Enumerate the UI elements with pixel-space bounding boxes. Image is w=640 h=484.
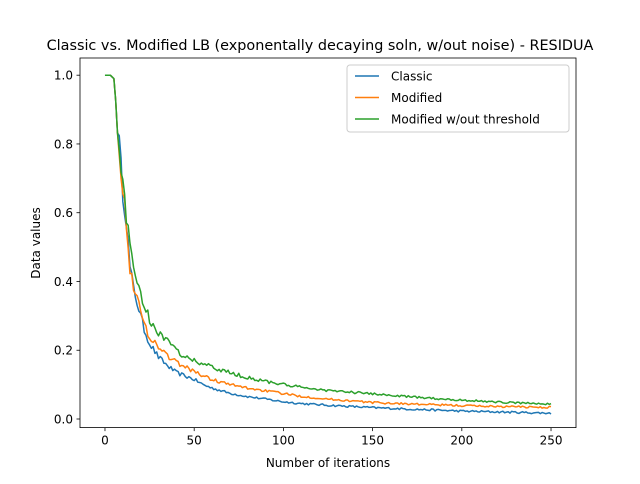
legend-label: Classic — [391, 69, 433, 83]
series-line — [104, 74, 552, 415]
x-tick-label: 50 — [187, 434, 202, 448]
legend: Classic Modified Modified w/out threshold — [346, 64, 570, 133]
y-tick-label: 0.2 — [54, 344, 73, 358]
y-tick-label: 1.0 — [54, 68, 73, 82]
y-tick-label: 0.8 — [54, 137, 73, 151]
y-axis: 0.0 0.2 0.4 0.6 0.8 1.0 — [54, 68, 80, 426]
chart-title: Classic vs. Modified LB (exponentally de… — [47, 38, 594, 54]
legend-label: Modified — [391, 91, 442, 105]
x-tick-label: 150 — [361, 434, 384, 448]
x-tick-label: 0 — [101, 434, 109, 448]
axes-frame — [79, 57, 577, 429]
plot-lines — [104, 74, 552, 415]
series-line — [104, 74, 552, 406]
y-tick-label: 0.6 — [54, 206, 73, 220]
y-tick-label: 0.4 — [54, 275, 73, 289]
series-line — [104, 74, 552, 409]
x-tick-label: 250 — [540, 434, 563, 448]
y-axis-label: Data values — [29, 207, 43, 279]
legend-box — [346, 64, 570, 133]
x-tick-label: 100 — [272, 434, 295, 448]
x-axis-label: Number of iterations — [266, 456, 390, 470]
y-tick-label: 0.0 — [54, 412, 73, 426]
x-tick-label: 200 — [450, 434, 473, 448]
x-axis: 0 50 100 150 200 250 — [101, 427, 563, 448]
legend-label: Modified w/out threshold — [391, 112, 540, 126]
